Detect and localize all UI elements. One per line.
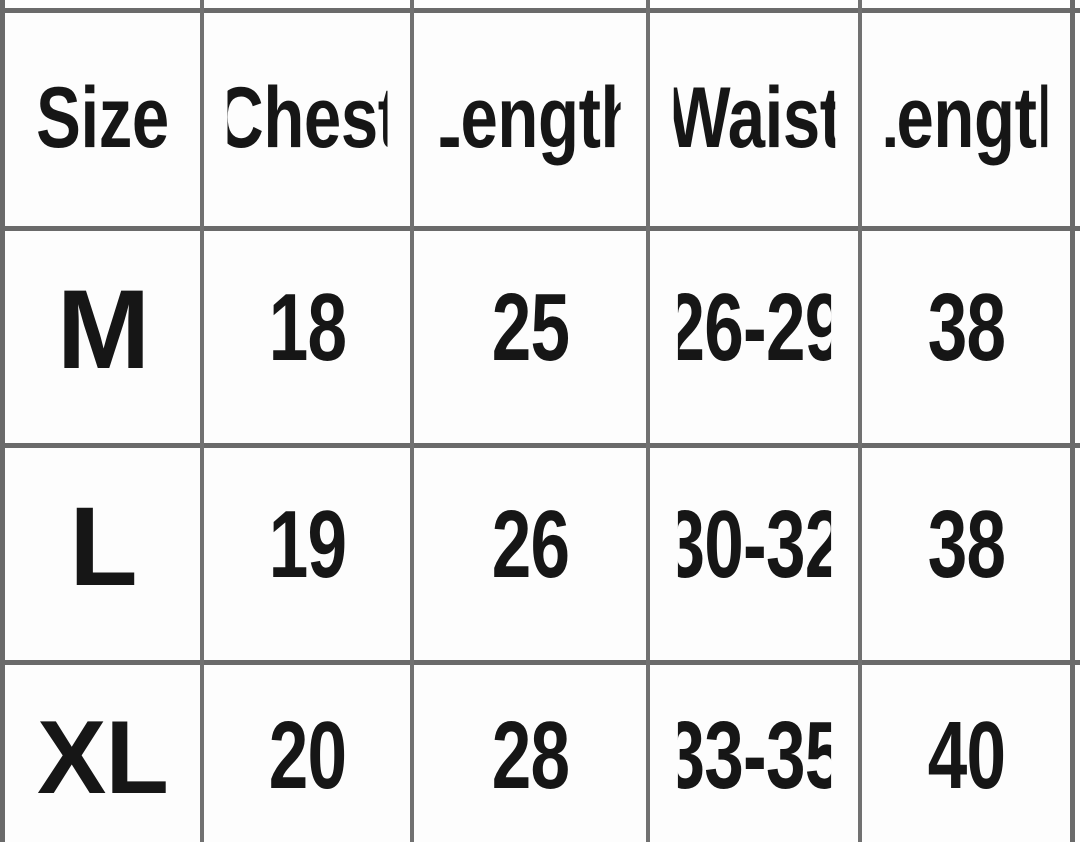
rule-col-size: [200, 0, 204, 842]
table-row-l-chest: 19: [268, 491, 347, 598]
table-row-m-length-1: 25: [491, 274, 570, 381]
column-header-length-2: Length: [886, 70, 1047, 166]
column-header-length-1: Length: [440, 70, 620, 166]
rule-col-waist: [858, 0, 862, 842]
rule-top: [0, 8, 1080, 13]
table-row-l-size: L: [69, 484, 137, 609]
rule-right-edge: [1070, 0, 1075, 842]
column-header-waist: Waist: [673, 70, 836, 166]
rule-m-l: [0, 443, 1080, 448]
column-header-size: Size: [36, 70, 169, 166]
table-row-l-length-1: 26: [491, 491, 570, 598]
rule-header-m: [0, 226, 1080, 231]
table-row-xl-length-2: 40: [927, 702, 1006, 809]
table-row-l-waist: 30-32: [678, 491, 831, 598]
table-row-m-size: M: [56, 267, 150, 392]
table-row-m-waist: 26-29: [678, 274, 831, 381]
rule-l-xl: [0, 660, 1080, 665]
table-row-m-chest: 18: [268, 274, 347, 381]
table-row-l-length-2: 38: [927, 491, 1006, 598]
rule-col-length1: [646, 0, 650, 842]
table-row-xl-size: XL: [37, 700, 169, 816]
table-row-xl-chest: 20: [268, 702, 347, 809]
table-row-xl-waist: 33-35: [678, 702, 831, 809]
column-header-chest: Chest: [228, 70, 388, 166]
rule-col-chest: [410, 0, 414, 842]
table-row-xl-length-1: 28: [491, 702, 570, 809]
table-top-sliver: [0, 0, 1080, 10]
rule-left-edge: [0, 0, 5, 842]
table-row-m-length-2: 38: [927, 274, 1006, 381]
